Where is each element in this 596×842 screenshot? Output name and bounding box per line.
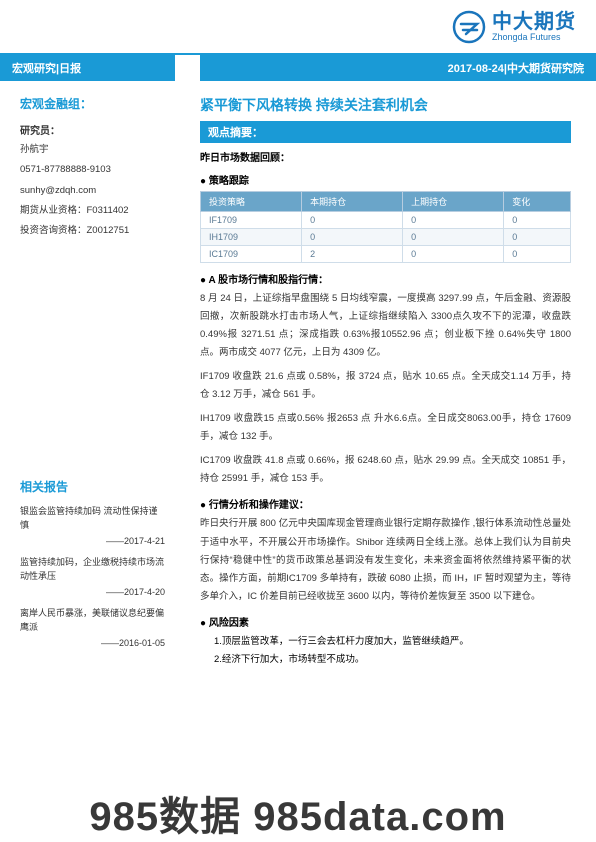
main-content: 紧平衡下风格转换 持续关注套利机会 观点摘要： 昨日市场数据回顾： ● 策略跟踪… (175, 81, 596, 669)
sidebar: 宏观金融组： 研究员： 孙航宇 0571-87788888-9103 sunhy… (0, 81, 175, 669)
paragraph: IH1709 收盘跌15 点或0.56% 报2653 点 升水6.6点。全日成交… (200, 410, 571, 446)
related-item: 银监会监管持续加码 流动性保持谨慎 (20, 505, 165, 532)
related-title: 相关报告 (20, 478, 165, 495)
qual1: 期货从业资格：F0311402 (20, 204, 165, 218)
group-title: 宏观金融组： (20, 95, 165, 112)
risk-item: 2.经济下行加大，市场转型不成功。 (214, 651, 571, 669)
researcher-name: 孙航宇 (20, 143, 165, 157)
topbar-left: 宏观研究|日报 (0, 55, 175, 81)
logo-cn: 中大期货 (492, 11, 576, 33)
related-date: ——2016-01-05 (20, 638, 165, 648)
related-item: 监管持续加码，企业缴税持续市场流动性承压 (20, 556, 165, 583)
bullet-risk: ● 风险因素 (200, 614, 571, 629)
summary-bar: 观点摘要： (200, 121, 571, 143)
paragraph: 昨日央行开展 800 亿元中央国库现金管理商业银行定期存款操作 ,银行体系流动性… (200, 515, 571, 605)
th: 投资策略 (201, 192, 302, 212)
th: 上期持仓 (403, 192, 504, 212)
paragraph: 8 月 24 日，上证综指早盘围绕 5 日均线窄震，一度摸高 3297.99 点… (200, 290, 571, 362)
top-bar: 宏观研究|日报 2017-08-24|中大期货研究院 (0, 53, 596, 81)
qual2: 投资咨询资格：Z0012751 (20, 224, 165, 238)
related-date: ——2017-4-21 (20, 536, 165, 546)
bullet-market: ● A 股市场行情和股指行情： (200, 271, 571, 286)
related-date: ——2017-4-20 (20, 587, 165, 597)
th: 变化 (504, 192, 571, 212)
bullet-strategy: ● 策略跟踪 (200, 172, 571, 187)
table-row: IC1709 2 0 0 (201, 246, 571, 263)
table-row: IF1709 0 0 0 (201, 212, 571, 229)
email: sunhy@zdqh.com (20, 184, 165, 198)
risk-item: 1.顶层监管改革，一行三会去杠杆力度加大，监管继续趋严。 (214, 633, 571, 651)
phone: 0571-87788888-9103 (20, 163, 165, 177)
report-title: 紧平衡下风格转换 持续关注套利机会 (200, 95, 571, 115)
logo-icon (452, 10, 486, 44)
paragraph: IF1709 收盘跌 21.6 点或 0.58%，报 3724 点，贴水 10.… (200, 368, 571, 404)
logo-en: Zhongda Futures (492, 33, 576, 43)
topbar-right: 2017-08-24|中大期货研究院 (200, 55, 596, 81)
paragraph: IC1709 收盘跌 41.8 点或 0.66%，报 6248.60 点，贴水 … (200, 452, 571, 488)
table-row: IH1709 0 0 0 (201, 229, 571, 246)
th: 本期持仓 (302, 192, 403, 212)
related-item: 离岸人民币暴涨，美联储议息纪要偏鹰派 (20, 607, 165, 634)
review-heading: 昨日市场数据回顾： (200, 149, 571, 164)
table-header-row: 投资策略 本期持仓 上期持仓 变化 (201, 192, 571, 212)
strategy-table: 投资策略 本期持仓 上期持仓 变化 IF1709 0 0 0 IH1709 0 … (200, 191, 571, 263)
page-header: 中大期货 Zhongda Futures (0, 0, 596, 49)
logo-block: 中大期货 Zhongda Futures (452, 10, 576, 44)
watermark: 985数据 985data.com (89, 784, 506, 842)
researcher-label: 研究员： (20, 122, 165, 137)
bullet-analysis: ● 行情分析和操作建议： (200, 496, 571, 511)
